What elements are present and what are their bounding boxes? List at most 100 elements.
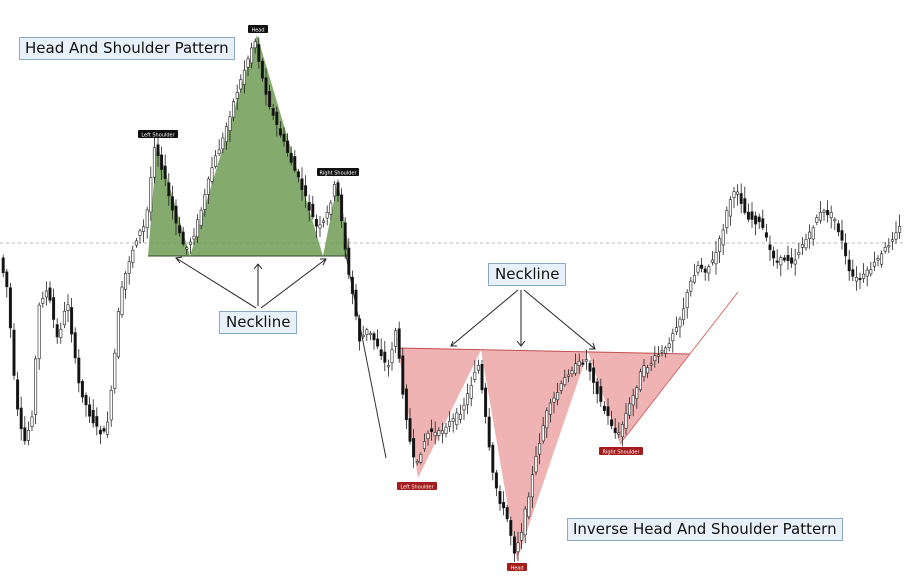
candle-body: [26, 430, 30, 441]
candle-body: [541, 425, 545, 442]
candle-body: [826, 210, 830, 216]
candle-body: [667, 343, 671, 349]
candle-body: [811, 227, 815, 240]
candle-body: [505, 507, 509, 520]
candle-body: [491, 444, 495, 473]
candle-body: [581, 362, 585, 365]
tag-ihs-head: Head: [507, 563, 527, 572]
candle-body: [8, 287, 12, 329]
candle-body: [498, 491, 502, 505]
candle-body: [77, 357, 81, 384]
candle-body: [152, 147, 156, 178]
candle-body: [818, 212, 822, 221]
candle-body: [761, 218, 765, 229]
candle-body: [282, 133, 286, 142]
candle-body: [260, 60, 264, 79]
tag-hs-head: Head: [248, 25, 268, 34]
candle-body: [880, 253, 884, 265]
candle-body: [613, 427, 617, 433]
candle-body: [502, 502, 506, 509]
candle-body: [829, 212, 833, 218]
candle-body: [232, 101, 236, 118]
candle-body: [480, 364, 484, 391]
candle-body: [728, 199, 732, 217]
tag-hs-right-shoulder: Right Shoulder: [317, 168, 359, 177]
candle-body: [19, 407, 23, 430]
candle-body: [142, 226, 146, 232]
candle-body: [530, 474, 534, 498]
candle-body: [145, 209, 149, 229]
candle-body: [296, 171, 300, 178]
candle-body: [390, 349, 394, 364]
candle-body: [844, 242, 848, 257]
ihs-neckline: [397, 347, 691, 355]
candle-body: [192, 235, 196, 240]
candle-body: [800, 244, 804, 248]
candle-body: [894, 232, 898, 240]
ihs-left-shoulder-fill: [398, 348, 481, 478]
candle-body: [476, 365, 480, 371]
candle-body: [271, 108, 275, 116]
candle-body: [48, 287, 52, 301]
candle-body: [721, 229, 725, 246]
candle-body: [278, 128, 282, 136]
candle-body: [653, 355, 657, 362]
candle-body: [736, 191, 740, 195]
candle-body: [566, 374, 570, 377]
candle-body: [311, 203, 315, 218]
candle-body: [113, 352, 117, 389]
candle-body: [383, 351, 387, 363]
candle-body: [214, 155, 218, 167]
candle-body: [516, 542, 520, 553]
candle-body: [584, 359, 588, 362]
candle-body: [484, 387, 488, 417]
candle-body: [242, 69, 246, 85]
candle-body: [44, 290, 48, 298]
candle-body: [570, 370, 574, 375]
candle-body: [178, 225, 182, 234]
candle-body: [314, 219, 318, 227]
candle-body: [689, 280, 693, 292]
candle-body: [386, 365, 390, 368]
candle-body: [556, 392, 560, 401]
candle-body: [365, 329, 369, 335]
candle-body: [440, 430, 444, 434]
candle-body: [160, 154, 164, 170]
tag-ihs-right-shoulder: Right Shoulder: [599, 447, 643, 456]
candle-body: [750, 211, 754, 220]
candle-body: [574, 363, 578, 374]
candle-body: [790, 257, 794, 264]
candle-body: [696, 265, 700, 273]
candle-body: [563, 377, 567, 386]
candle-body: [206, 178, 210, 195]
candle-body: [224, 126, 228, 142]
candle-body: [685, 292, 689, 309]
candle-body: [433, 432, 437, 437]
candle-body: [253, 41, 257, 49]
candle-body: [322, 220, 326, 223]
candle-body: [534, 455, 538, 473]
candle-body: [55, 324, 59, 338]
candle-body: [700, 264, 704, 269]
candle-body: [98, 429, 102, 435]
candle-body: [682, 308, 686, 321]
candle-body: [120, 286, 124, 316]
candle-body: [692, 275, 696, 283]
candle-body: [624, 413, 628, 429]
candle-body: [199, 209, 203, 226]
candle-body: [430, 428, 434, 432]
candle-body: [876, 258, 880, 261]
candle-body: [138, 230, 142, 236]
candle-body: [707, 266, 711, 274]
candle-body: [588, 362, 592, 372]
candle-body: [131, 249, 135, 263]
candle-body: [30, 416, 34, 428]
hs-pattern-title: Head And Shoulder Pattern: [19, 37, 235, 60]
candle-body: [12, 329, 16, 376]
candle-body: [318, 224, 322, 229]
hs-head-fill: [190, 35, 323, 256]
candle-body: [404, 388, 408, 421]
candle-body: [883, 246, 887, 252]
candle-body: [347, 247, 351, 275]
candle-body: [851, 269, 855, 277]
